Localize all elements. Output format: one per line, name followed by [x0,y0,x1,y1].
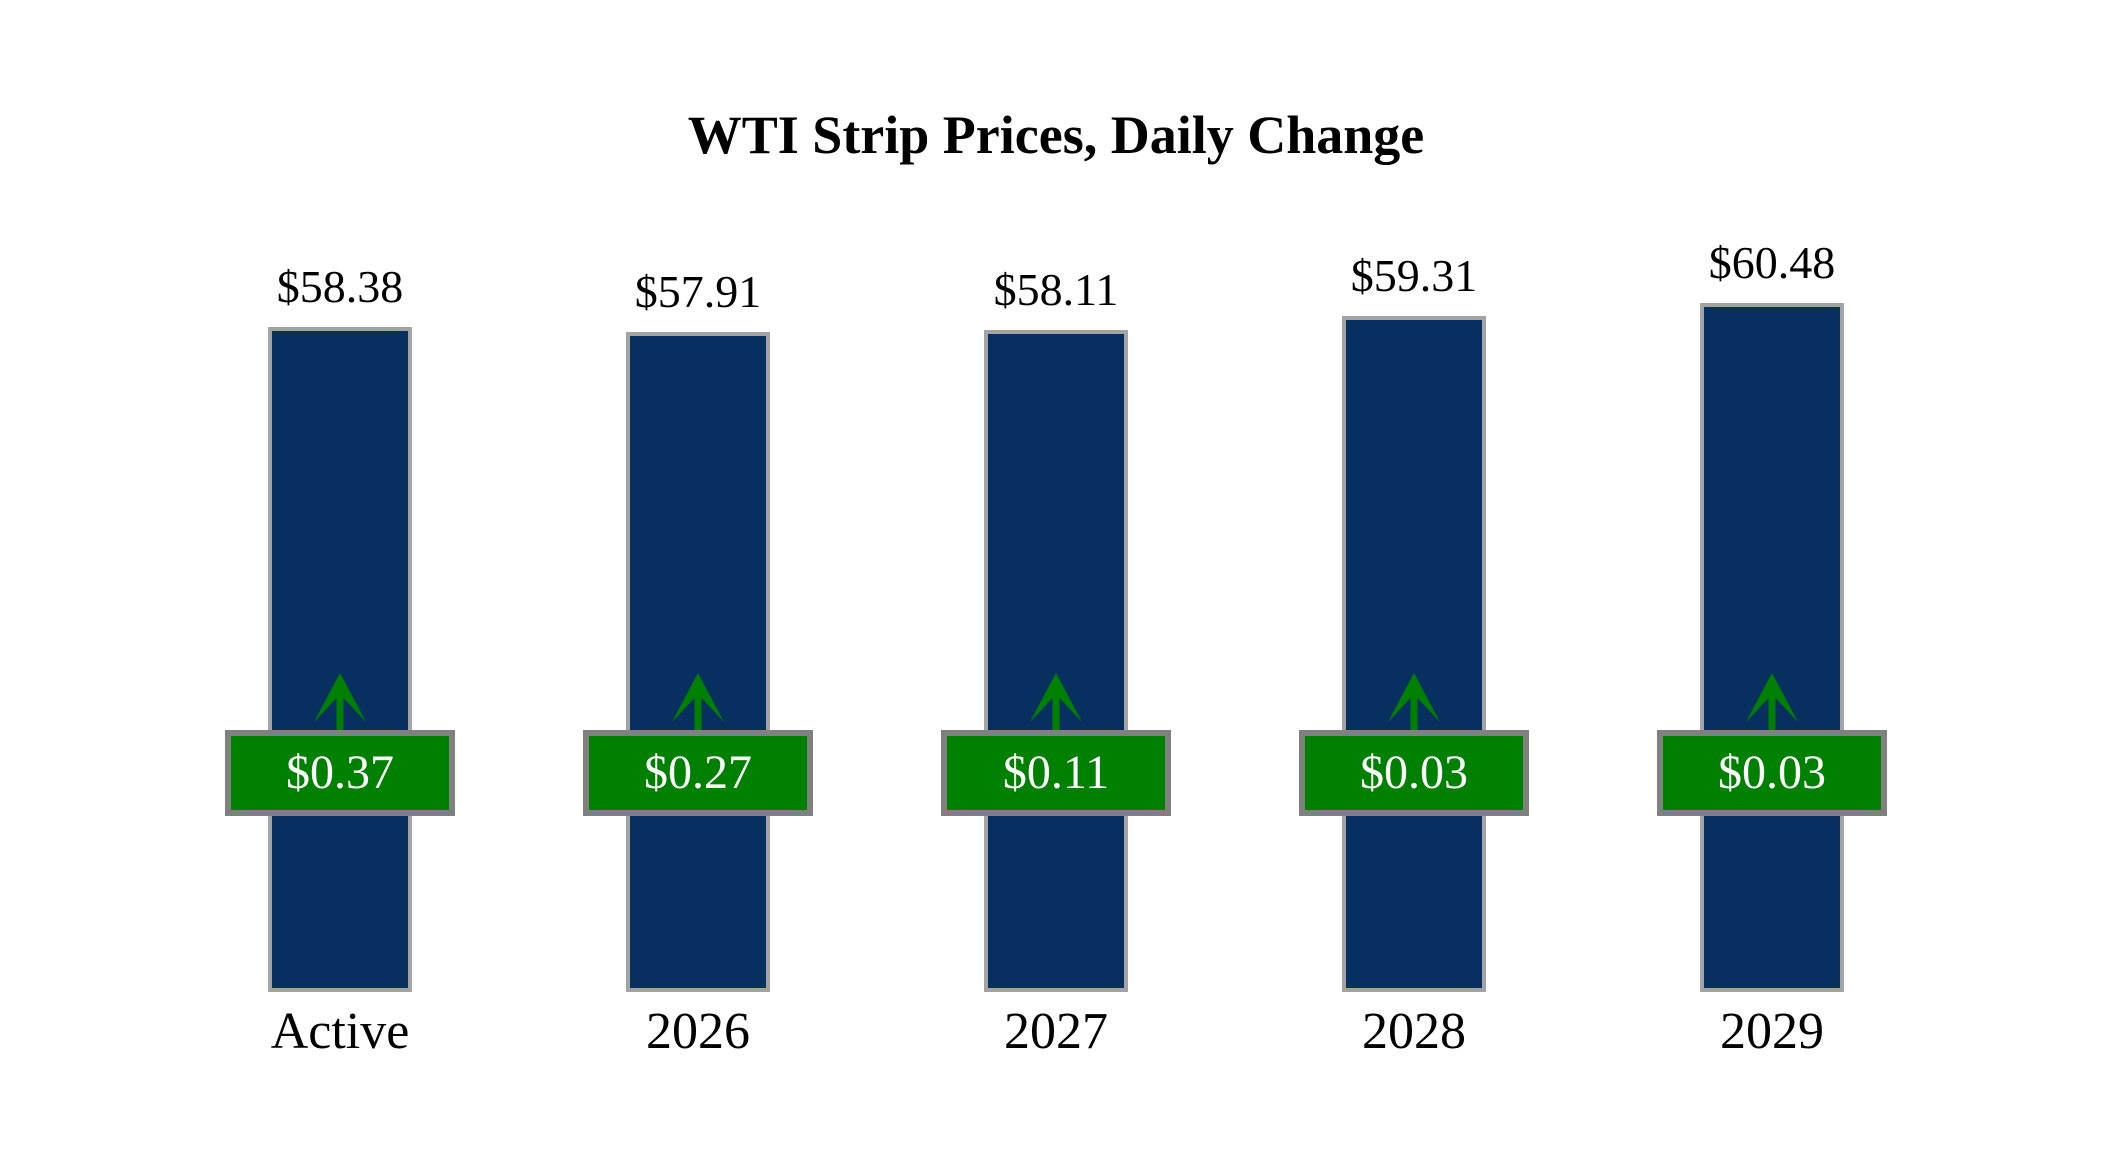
change-badge: $0.03 [1657,730,1887,816]
chart-title: WTI Strip Prices, Daily Change [687,105,1425,165]
price-label: $58.38 [276,261,404,312]
up-arrow-icon [1026,672,1086,739]
price-label: $57.91 [634,266,762,317]
bar [268,327,412,992]
category-label: Active [270,1003,410,1060]
category-label: 2026 [646,1003,750,1060]
price-label: $60.48 [1708,237,1836,288]
up-arrow-icon [668,672,728,739]
bar [1342,316,1486,992]
change-badge: $0.11 [941,730,1171,816]
price-label: $58.11 [993,264,1119,315]
up-arrow-icon [1384,672,1444,739]
change-badge: $0.27 [583,730,813,816]
bar [984,330,1128,992]
change-value: $0.03 [1718,746,1826,799]
change-badge: $0.37 [225,730,455,816]
category-label: 2027 [1004,1003,1108,1060]
bar [1700,303,1844,992]
change-value: $0.11 [1002,746,1110,799]
up-arrow-icon [1742,672,1802,739]
change-badge: $0.03 [1299,730,1529,816]
change-value: $0.27 [644,746,752,799]
price-label: $59.31 [1350,250,1478,301]
category-label: 2029 [1720,1003,1824,1060]
bar [626,332,770,992]
change-value: $0.37 [286,746,394,799]
change-value: $0.03 [1360,746,1468,799]
category-label: 2028 [1362,1003,1466,1060]
up-arrow-icon [310,672,370,739]
